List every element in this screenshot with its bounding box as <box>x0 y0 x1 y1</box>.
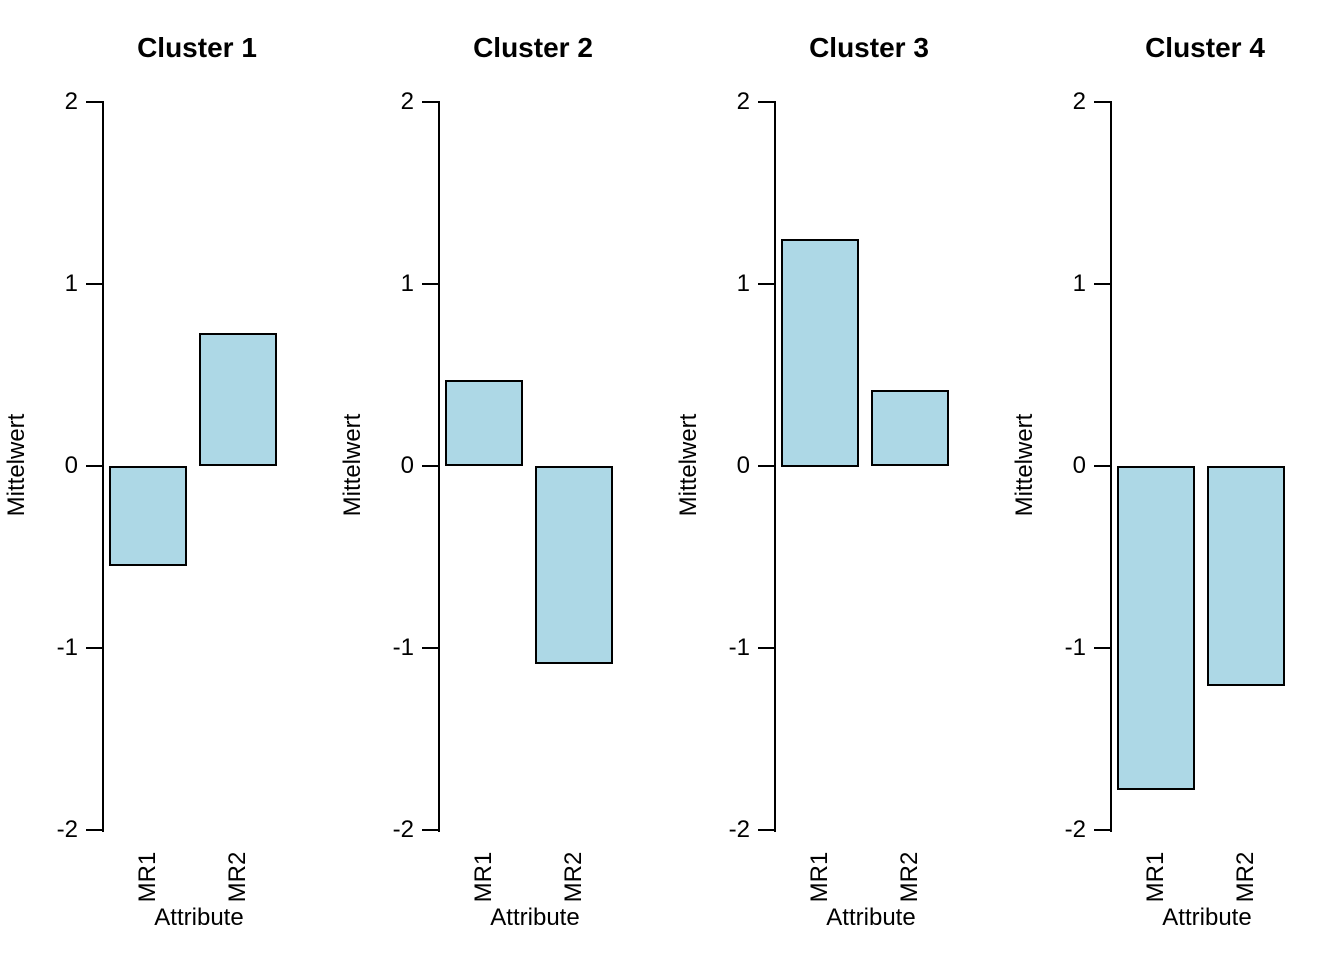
x-axis-title: Attribute <box>490 904 580 931</box>
y-axis-tick <box>758 647 774 649</box>
y-axis-tick-label: 0 <box>400 452 414 479</box>
x-category-label: MR1 <box>806 851 833 903</box>
x-category-label: MR1 <box>470 851 497 903</box>
y-axis-tick <box>422 101 438 103</box>
chart-title: Cluster 2 <box>473 32 593 63</box>
y-axis-tick <box>422 283 438 285</box>
cluster-panel-2: Cluster 2 2 1 0 -1 -2 MR1 MR2 Attribute Mittelwer… <box>336 0 672 960</box>
y-axis-tick <box>1094 465 1110 467</box>
y-axis-tick-label: 1 <box>64 270 78 297</box>
bar-mr2 <box>1207 466 1285 686</box>
y-axis-line <box>1110 101 1112 832</box>
y-axis-tick <box>1094 101 1110 103</box>
y-axis-title: Mittelwert <box>1011 413 1038 517</box>
y-axis-tick <box>86 829 102 831</box>
x-category-label: MR1 <box>1142 851 1169 903</box>
y-axis-title: Mittelwert <box>675 413 702 517</box>
x-axis-title: Attribute <box>1162 904 1252 931</box>
y-axis-line <box>438 101 440 832</box>
y-axis-tick-label: -2 <box>56 816 78 843</box>
y-axis-tick-label: -1 <box>392 634 414 661</box>
y-axis-title: Mittelwert <box>3 413 30 517</box>
y-axis-tick-label: -1 <box>1064 634 1086 661</box>
y-axis-tick-label: -2 <box>728 816 750 843</box>
y-axis-tick-label: -2 <box>392 816 414 843</box>
y-axis-tick-label: -2 <box>1064 816 1086 843</box>
y-axis-tick-label: 0 <box>736 452 750 479</box>
chart-title: Cluster 1 <box>137 32 257 63</box>
cluster-panel-3: Cluster 3 2 1 0 -1 -2 MR1 MR2 Attribute Mittelwer… <box>672 0 1008 960</box>
y-axis-tick <box>422 465 438 467</box>
x-category-label: MR1 <box>134 851 161 903</box>
y-axis-line <box>102 101 104 832</box>
y-axis-tick <box>1094 647 1110 649</box>
y-axis-tick-label: -1 <box>728 634 750 661</box>
bar-mr1 <box>109 466 187 566</box>
chart-title: Cluster 4 <box>1145 32 1265 63</box>
y-axis-tick-label: 1 <box>400 270 414 297</box>
y-axis-tick-label: 1 <box>736 270 750 297</box>
y-axis-tick <box>86 647 102 649</box>
x-axis-title: Attribute <box>826 904 916 931</box>
y-axis-tick-label: 2 <box>400 88 414 115</box>
y-axis-tick-label: 2 <box>1072 88 1086 115</box>
y-axis-tick <box>86 101 102 103</box>
y-axis-tick <box>86 465 102 467</box>
y-axis-tick <box>758 101 774 103</box>
y-axis-tick-label: 2 <box>736 88 750 115</box>
x-axis-title: Attribute <box>154 904 244 931</box>
x-category-label: MR2 <box>560 851 587 903</box>
x-category-label: MR2 <box>1232 851 1259 903</box>
y-axis-tick <box>422 647 438 649</box>
cluster-panel-4: Cluster 4 2 1 0 -1 -2 MR1 MR2 Attribute Mittelwer… <box>1008 0 1344 960</box>
y-axis-tick <box>758 283 774 285</box>
bar-mr1 <box>781 238 859 467</box>
y-axis-tick-label: 0 <box>1072 452 1086 479</box>
y-axis-line <box>774 101 776 832</box>
cluster-panel-1: Cluster 1 2 1 0 -1 -2 MR1 MR2 Attribute Mittelwer… <box>0 0 336 960</box>
y-axis-tick-label: 0 <box>64 452 78 479</box>
y-axis-tick <box>758 465 774 467</box>
y-axis-tick <box>422 829 438 831</box>
y-axis-tick <box>758 829 774 831</box>
bar-mr2 <box>535 466 613 664</box>
x-category-label: MR2 <box>896 851 923 903</box>
y-axis-tick <box>86 283 102 285</box>
x-category-label: MR2 <box>224 851 251 903</box>
y-axis-tick-label: -1 <box>56 634 78 661</box>
bar-mr1 <box>445 380 523 467</box>
y-axis-tick <box>1094 829 1110 831</box>
y-axis-tick-label: 1 <box>1072 270 1086 297</box>
y-axis-title: Mittelwert <box>339 413 366 517</box>
chart-title: Cluster 3 <box>809 32 929 63</box>
y-axis-tick-label: 2 <box>64 88 78 115</box>
bar-mr2 <box>871 389 949 466</box>
bar-mr1 <box>1117 466 1195 790</box>
bar-mr2 <box>199 333 277 467</box>
y-axis-tick <box>1094 283 1110 285</box>
